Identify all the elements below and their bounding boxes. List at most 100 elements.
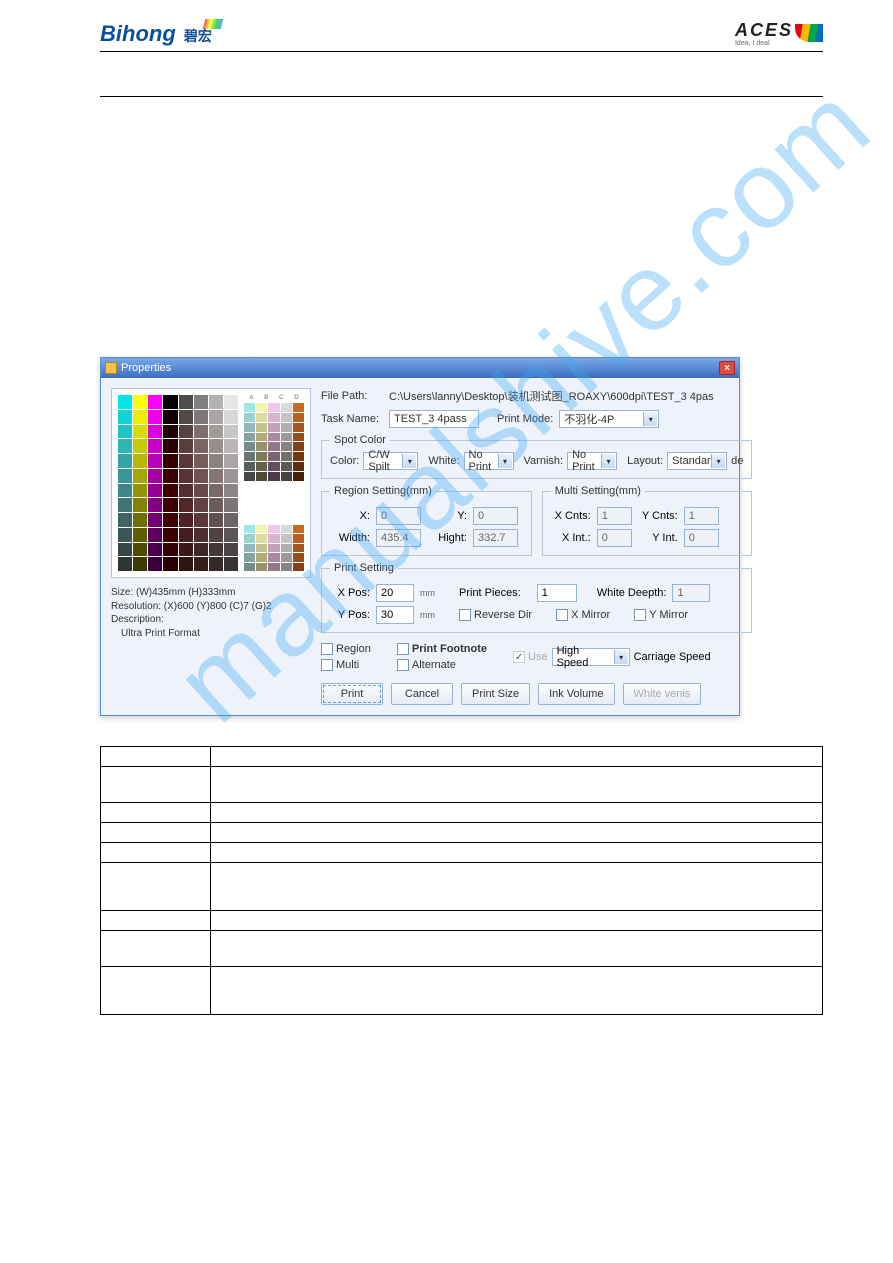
page: Bihong 碧宏 ACES Idea, I deal Properties × bbox=[0, 0, 893, 1055]
preview-image: ABCD bbox=[111, 388, 311, 578]
region-checkbox-label: Region bbox=[336, 643, 371, 655]
footnote-checkbox[interactable]: Print Footnote bbox=[397, 643, 487, 655]
ypos-input[interactable]: 30 bbox=[376, 606, 414, 624]
chevron-down-icon bbox=[711, 454, 725, 468]
aces-stripes-icon bbox=[795, 24, 823, 42]
multi-setting-group: Multi Setting(mm) X Cnts: 1 Y Cnts: 1 X … bbox=[542, 485, 753, 556]
color-select-value: C/W Spilt bbox=[368, 449, 401, 473]
xint-input[interactable]: 0 bbox=[597, 529, 632, 547]
file-path-value: C:\Users\lanny\Desktop\装机测试图_ROAXY\600dp… bbox=[389, 388, 714, 404]
print-button[interactable]: Print bbox=[321, 683, 383, 705]
y-mirror-checkbox[interactable]: Y Mirror bbox=[634, 609, 688, 621]
x-mirror-checkbox[interactable]: X Mirror bbox=[556, 609, 610, 621]
chevron-down-icon bbox=[601, 454, 615, 468]
chevron-down-icon bbox=[614, 650, 628, 664]
reverse-dir-label: Reverse Dir bbox=[474, 609, 532, 621]
print-size-button[interactable]: Print Size bbox=[461, 683, 530, 705]
ycnts-label: Y Cnts: bbox=[638, 510, 678, 522]
white-select[interactable]: No Print bbox=[464, 452, 514, 470]
bihong-logo-text: Bihong bbox=[100, 21, 176, 46]
hight-input[interactable]: 332.7 bbox=[473, 529, 518, 547]
divider-2 bbox=[100, 96, 823, 97]
x-label: X: bbox=[330, 510, 370, 522]
pieces-input[interactable]: 1 bbox=[537, 584, 577, 602]
use-checkbox-label: Use bbox=[528, 651, 548, 663]
hight-label: Hight: bbox=[427, 532, 467, 544]
ypos-unit: mm bbox=[420, 610, 435, 620]
width-input[interactable]: 435.4 bbox=[376, 529, 421, 547]
region-checkbox[interactable]: Region bbox=[321, 643, 371, 655]
varnish-select-value: No Print bbox=[572, 449, 600, 473]
varnish-label: Varnish: bbox=[524, 455, 564, 467]
white-venis-button[interactable]: White venis bbox=[623, 683, 702, 705]
varnish-select[interactable]: No Print bbox=[567, 452, 617, 470]
xpos-label: X Pos: bbox=[330, 587, 370, 599]
file-path-label: File Path: bbox=[321, 390, 383, 402]
task-name-label: Task Name: bbox=[321, 413, 383, 425]
use-checkbox[interactable]: ✓Use bbox=[513, 651, 548, 663]
preview-meta: Size: (W)435mm (H)333mm Resolution: (X)6… bbox=[111, 586, 311, 640]
carriage-speed-label: Carriage Speed bbox=[634, 651, 711, 663]
meta-desc-value: Ultra Print Format bbox=[121, 627, 311, 641]
close-button[interactable]: × bbox=[719, 361, 735, 375]
page-header: Bihong 碧宏 ACES Idea, I deal bbox=[100, 20, 823, 47]
multi-setting-legend: Multi Setting(mm) bbox=[551, 485, 645, 497]
carriage-speed-select[interactable]: High Speed bbox=[552, 648, 630, 666]
multi-checkbox[interactable]: Multi bbox=[321, 659, 371, 671]
bihong-logo-cn: 碧宏 bbox=[184, 28, 212, 44]
yint-label: Y Int. bbox=[638, 532, 678, 544]
meta-resolution: Resolution: (X)600 (Y)800 (C)7 (G)2 bbox=[111, 600, 311, 614]
footnote-checkbox-label: Print Footnote bbox=[412, 643, 487, 655]
layout-select[interactable]: Standard bbox=[667, 452, 727, 470]
y-label: Y: bbox=[427, 510, 467, 522]
meta-size: Size: (W)435mm (H)333mm bbox=[111, 586, 311, 600]
x-input[interactable]: 0 bbox=[376, 507, 421, 525]
white-depth-input[interactable]: 1 bbox=[672, 584, 710, 602]
spot-color-group: Spot Color Color: C/W Spilt White: No Pr… bbox=[321, 434, 752, 479]
print-mode-select[interactable]: 不羽化-4P bbox=[559, 410, 659, 428]
ypos-label: Y Pos: bbox=[330, 609, 370, 621]
layout-select-value: Standard bbox=[672, 455, 717, 467]
properties-dialog: Properties × ABCD Size: (W)435mm (H)333m… bbox=[100, 357, 740, 716]
pieces-label: Print Pieces: bbox=[459, 587, 521, 599]
white-select-value: No Print bbox=[469, 449, 497, 473]
chevron-down-icon bbox=[498, 454, 512, 468]
xcnts-label: X Cnts: bbox=[551, 510, 591, 522]
y-mirror-label: Y Mirror bbox=[649, 609, 688, 621]
spot-color-legend: Spot Color bbox=[330, 434, 390, 446]
dialog-title: Properties bbox=[121, 362, 171, 374]
print-setting-group: Print Setting X Pos: 20 mm Print Pieces:… bbox=[321, 562, 752, 633]
multi-checkbox-label: Multi bbox=[336, 659, 359, 671]
description-table bbox=[100, 746, 823, 1015]
meta-desc-label: Description: bbox=[111, 613, 311, 627]
xpos-unit: mm bbox=[420, 588, 435, 598]
layout-label: Layout: bbox=[627, 455, 663, 467]
layout-suffix: de bbox=[731, 455, 743, 467]
xint-label: X Int.: bbox=[551, 532, 591, 544]
color-select[interactable]: C/W Spilt bbox=[363, 452, 418, 470]
x-mirror-label: X Mirror bbox=[571, 609, 610, 621]
cancel-button[interactable]: Cancel bbox=[391, 683, 453, 705]
ycnts-input[interactable]: 1 bbox=[684, 507, 719, 525]
y-input[interactable]: 0 bbox=[473, 507, 518, 525]
white-depth-label: White Deepth: bbox=[597, 587, 667, 599]
region-setting-group: Region Setting(mm) X: 0 Y: 0 Width: 435.… bbox=[321, 485, 532, 556]
print-setting-legend: Print Setting bbox=[330, 562, 398, 574]
carriage-speed-value: High Speed bbox=[557, 645, 613, 669]
region-setting-legend: Region Setting(mm) bbox=[330, 485, 436, 497]
chevron-down-icon bbox=[643, 412, 657, 426]
white-label: White: bbox=[428, 455, 459, 467]
width-label: Width: bbox=[330, 532, 370, 544]
xpos-input[interactable]: 20 bbox=[376, 584, 414, 602]
xcnts-input[interactable]: 1 bbox=[597, 507, 632, 525]
print-mode-label: Print Mode: bbox=[497, 413, 553, 425]
color-label: Color: bbox=[330, 455, 359, 467]
dialog-titlebar[interactable]: Properties × bbox=[101, 358, 739, 378]
print-mode-value: 不羽化-4P bbox=[564, 411, 614, 427]
ink-volume-button[interactable]: Ink Volume bbox=[538, 683, 614, 705]
task-name-input[interactable]: TEST_3 4pass bbox=[389, 410, 479, 428]
bihong-logo: Bihong 碧宏 bbox=[100, 21, 212, 47]
alternate-checkbox[interactable]: Alternate bbox=[397, 659, 487, 671]
yint-input[interactable]: 0 bbox=[684, 529, 719, 547]
reverse-dir-checkbox[interactable]: Reverse Dir bbox=[459, 609, 532, 621]
